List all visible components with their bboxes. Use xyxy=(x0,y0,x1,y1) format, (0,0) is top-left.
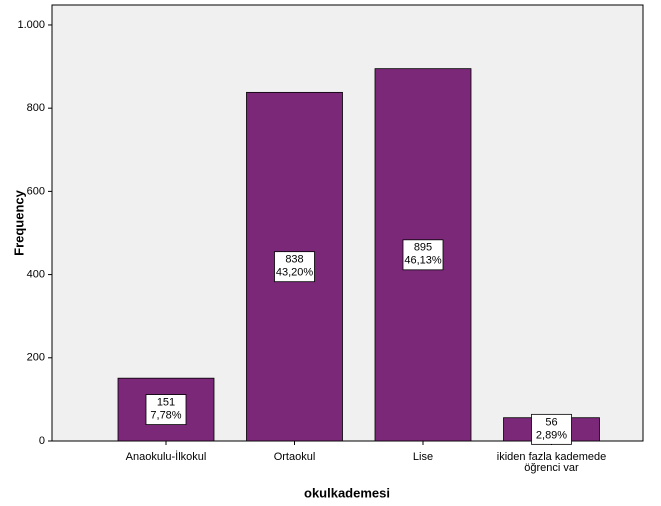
y-tick-label: 1.000 xyxy=(17,19,45,31)
bar xyxy=(374,68,472,442)
percent-label: 46,13% xyxy=(404,255,442,267)
y-tick-label: 800 xyxy=(27,102,45,114)
x-tick-label: ikiden fazla kademede öğrenci var xyxy=(496,451,607,474)
y-tick-label: 600 xyxy=(27,185,45,197)
x-tick-label: Lise xyxy=(412,451,434,463)
data-label-box xyxy=(145,394,187,425)
percent-label: 43,20% xyxy=(276,267,314,279)
data-label: 151 xyxy=(157,396,175,408)
x-tick-label: Anaokulu-İlkokul xyxy=(125,451,207,463)
data-label-box xyxy=(402,239,444,271)
y-tick-label: 200 xyxy=(27,352,45,364)
x-axis-title: okulkademesi xyxy=(304,485,390,500)
percent-label: 2,89% xyxy=(536,429,567,441)
data-label-box xyxy=(531,413,572,445)
data-label-box xyxy=(274,251,315,283)
y-axis-title: Frequency xyxy=(11,189,26,256)
x-tick-label: Ortaokul xyxy=(273,451,316,463)
data-label: 838 xyxy=(285,254,303,266)
data-label: 56 xyxy=(545,416,557,428)
data-label: 895 xyxy=(414,242,432,254)
percent-label: 7,78% xyxy=(150,409,181,421)
y-tick-label: 0 xyxy=(39,435,45,447)
y-tick-label: 400 xyxy=(27,268,45,280)
plot-area xyxy=(51,4,644,442)
